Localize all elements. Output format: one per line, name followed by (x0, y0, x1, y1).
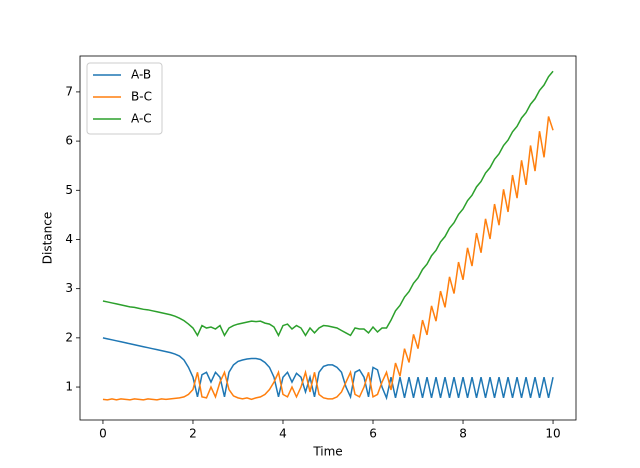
y-tick-label: 7 (65, 84, 73, 98)
y-tick-label: 2 (65, 330, 73, 344)
legend-label: B-C (131, 90, 152, 104)
y-tick-label: 6 (65, 134, 73, 148)
x-tick-label: 10 (545, 427, 560, 441)
y-tick-label: 3 (65, 281, 73, 295)
plot-frame (79, 55, 577, 421)
series-line (102, 337, 554, 401)
x-tick-label: 0 (99, 427, 107, 441)
series-line (102, 116, 554, 401)
x-axis-label: Time (312, 445, 342, 459)
legend-box (86, 62, 163, 135)
x-tick-label: 4 (279, 427, 287, 441)
y-tick-label: 5 (65, 183, 73, 197)
series-line (102, 70, 554, 338)
legend-label: A-B (131, 68, 151, 82)
y-tick-label: 1 (65, 380, 73, 394)
legend-label: A-C (131, 112, 152, 126)
y-axis-label: Distance (41, 212, 55, 264)
x-tick-label: 8 (459, 427, 467, 441)
x-tick-label: 2 (189, 427, 197, 441)
x-tick-label: 6 (369, 427, 377, 441)
y-tick-label: 4 (65, 232, 73, 246)
